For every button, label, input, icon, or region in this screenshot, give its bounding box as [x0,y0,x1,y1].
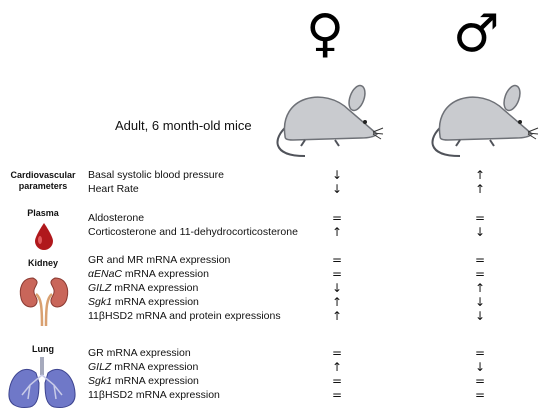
row-label-text: mRNA expression [111,361,199,373]
row-label-text: 11βHSD2 mRNA expression [88,389,220,401]
kidney-icon [19,277,69,327]
male-result: ↓ [474,225,486,239]
male-mouse-icon [431,84,539,157]
row-label-text: Aldosterone [88,212,145,224]
male-result: = [474,267,486,281]
male-result: = [474,253,486,267]
row-label-gene: Sgk1 [88,375,112,387]
row-label-text: GR and MR mRNA expression [88,254,231,266]
category-label-line2: parameters [18,181,68,191]
row-label-text: mRNA expression [122,268,209,280]
female-result: ↓ [331,182,343,196]
row-label-text: mRNA expression [111,375,199,387]
row-label-text: Heart Rate [88,183,139,195]
female-result: ↓ [331,168,343,182]
category-plasma: Plasma [27,208,59,218]
male-result: = [474,374,486,388]
row-label-gene: Sgk1 [88,296,112,308]
row-label: Heart Rate [88,183,139,196]
male-result: = [474,346,486,360]
category-label-line1: Cardiovascular [10,170,76,180]
female-symbol-icon: ♀ [306,4,345,64]
female-result: ↑ [331,309,343,323]
male-result: ↓ [474,295,486,309]
row-label: αENaC mRNA expression [88,268,209,281]
female-result: = [331,211,343,225]
row-label: Aldosterone [88,212,144,225]
row-label: Sgk1 mRNA expression [88,375,199,388]
row-label: Basal systolic blood pressure [88,169,224,182]
category-cardiovascular: Cardiovascular parameters [2,170,84,192]
blood-drop-icon [35,223,53,250]
female-result: = [331,267,343,281]
row-label: GILZ mRNA expression [88,361,198,374]
row-label-text: mRNA expression [111,296,199,308]
male-result: = [474,388,486,402]
female-result: = [331,374,343,388]
male-result: ↓ [474,309,486,323]
row-label: GR and MR mRNA expression [88,254,230,267]
row-label-text: 11βHSD2 mRNA and protein expressions [88,310,281,322]
female-mouse-icon [276,84,384,157]
male-result: ↑ [474,281,486,295]
male-result: ↑ [474,168,486,182]
category-kidney: Kidney [27,258,58,268]
male-result: ↓ [474,360,486,374]
female-result: ↑ [331,360,343,374]
female-result: ↑ [331,225,343,239]
subject-heading: Adult, 6 month-old mice [115,118,252,133]
row-label-gene: αENaC [88,268,122,280]
row-label: GR mRNA expression [88,347,191,360]
row-label-text: mRNA expression [111,282,199,294]
female-result: ↓ [331,281,343,295]
row-label: GILZ mRNA expression [88,282,198,295]
male-result: = [474,211,486,225]
female-result: = [331,388,343,402]
row-label: Corticosterone and 11-dehydrocorticoster… [88,226,298,239]
row-label-text: Basal systolic blood pressure [88,169,224,181]
category-lung: Lung [32,344,54,354]
row-label-gene: GILZ [88,361,112,373]
row-label-gene: GILZ [88,282,112,294]
row-label: 11βHSD2 mRNA and protein expressions [88,310,281,323]
row-label-text: GR mRNA expression [88,347,191,359]
row-label: Sgk1 mRNA expression [88,296,199,309]
female-result: ↑ [331,295,343,309]
female-result: = [331,346,343,360]
row-label: 11βHSD2 mRNA expression [88,389,220,402]
lung-icon [8,357,76,408]
male-result: ↑ [474,182,486,196]
row-label-text: Corticosterone and 11-dehydrocorticoster… [88,226,298,238]
female-result: = [331,253,343,267]
male-symbol-icon: ♂ [453,4,500,64]
